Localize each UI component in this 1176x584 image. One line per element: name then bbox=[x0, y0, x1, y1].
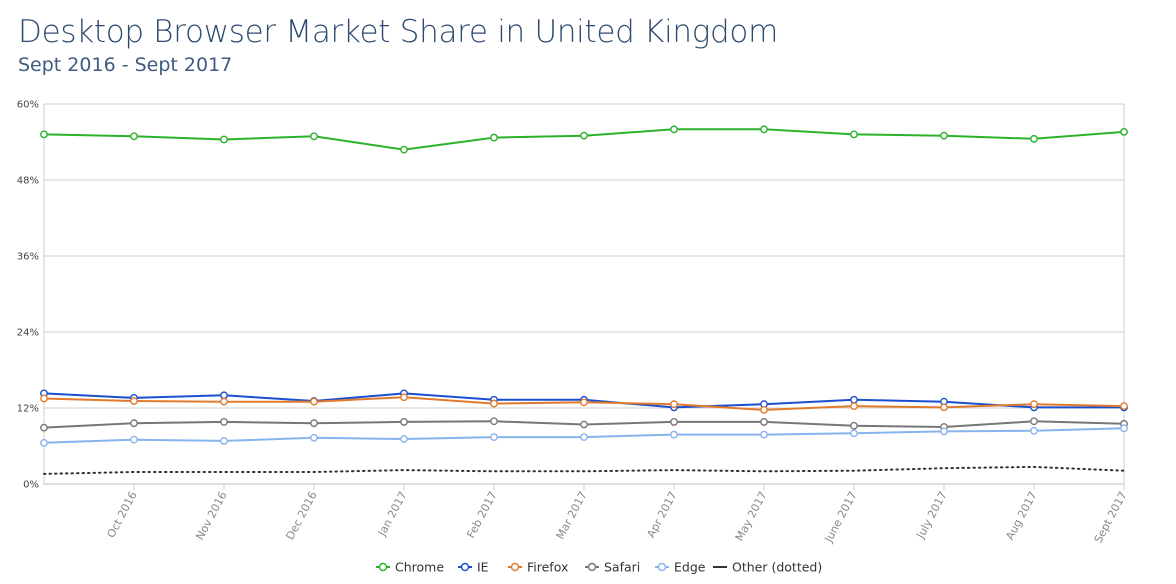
data-point-chrome bbox=[1120, 127, 1128, 136]
legend-item-safari[interactable]: Safari bbox=[585, 560, 640, 575]
x-tick-label: Nov 2016 bbox=[193, 489, 229, 542]
legend-label: Edge bbox=[674, 560, 706, 575]
legend-item-other-dotted[interactable]: Other (dotted) bbox=[713, 560, 822, 575]
data-point-edge bbox=[1120, 424, 1128, 433]
legend-item-edge[interactable]: Edge bbox=[655, 560, 706, 575]
data-point-firefox bbox=[940, 403, 948, 412]
data-point-safari bbox=[220, 418, 228, 426]
data-point-edge bbox=[40, 438, 48, 447]
x-tick-label: Feb 2017 bbox=[464, 489, 499, 540]
legend-marker bbox=[510, 562, 520, 572]
data-point-safari bbox=[40, 423, 48, 432]
x-tick-label: Aug 2017 bbox=[1003, 489, 1039, 542]
data-point-safari bbox=[1030, 417, 1038, 426]
y-tick-label: 48% bbox=[17, 176, 39, 187]
data-point-chrome bbox=[850, 130, 858, 139]
legend-item-firefox[interactable]: Firefox bbox=[508, 560, 568, 575]
data-point-safari bbox=[400, 418, 408, 426]
data-point-chrome bbox=[580, 131, 588, 140]
y-tick-label: 36% bbox=[17, 252, 39, 263]
legend-item-chrome[interactable]: Chrome bbox=[376, 560, 444, 575]
data-point-chrome bbox=[130, 132, 138, 141]
data-point-safari bbox=[850, 421, 858, 430]
grid bbox=[43, 103, 1125, 490]
data-point-edge bbox=[580, 433, 588, 442]
y-tick-label: 12% bbox=[17, 404, 39, 415]
x-tick-label: Mar 2017 bbox=[554, 489, 590, 541]
legend: Chrome IE Firefox Safari Edge Other (dotted) bbox=[376, 560, 822, 575]
data-point-ie bbox=[850, 395, 858, 404]
legend-label: Chrome bbox=[395, 560, 444, 575]
data-point-chrome bbox=[40, 130, 48, 139]
data-point-firefox bbox=[670, 400, 678, 409]
chart-subtitle: Sept 2016 - Sept 2017 bbox=[18, 54, 233, 76]
data-point-edge bbox=[490, 433, 498, 442]
y-axis-ticks: 0% 12% 24% 36% 48% 60% bbox=[17, 100, 39, 491]
legend-marker bbox=[657, 562, 667, 572]
series-points bbox=[40, 125, 1128, 447]
data-point-edge bbox=[850, 429, 858, 438]
legend-marker bbox=[587, 562, 597, 572]
data-point-firefox bbox=[1120, 402, 1128, 410]
legend-item-ie[interactable]: IE bbox=[458, 560, 489, 575]
x-tick-label: July 2017 bbox=[914, 489, 950, 541]
data-point-firefox bbox=[310, 397, 318, 406]
legend-marker bbox=[460, 562, 470, 572]
data-point-edge bbox=[670, 430, 678, 439]
legend-label: Firefox bbox=[527, 560, 568, 575]
data-point-chrome bbox=[310, 132, 318, 141]
x-tick-label: Sept 2017 bbox=[1092, 489, 1130, 545]
data-point-firefox bbox=[400, 393, 408, 402]
data-point-firefox bbox=[130, 397, 138, 405]
data-point-safari bbox=[580, 420, 588, 429]
data-point-ie bbox=[220, 391, 228, 400]
data-point-edge bbox=[760, 430, 768, 439]
x-axis-ticks: Oct 2016 Nov 2016 Dec 2016 Jan 2017 Feb 2017… bbox=[104, 489, 1129, 545]
legend-label: Safari bbox=[604, 560, 640, 575]
data-point-edge bbox=[310, 433, 318, 442]
data-point-firefox bbox=[760, 405, 768, 414]
y-tick-label: 0% bbox=[23, 480, 39, 491]
data-point-firefox bbox=[1030, 400, 1038, 409]
legend-label: IE bbox=[477, 560, 489, 575]
legend-label: Other (dotted) bbox=[732, 560, 822, 575]
data-point-chrome bbox=[1030, 134, 1038, 143]
data-point-firefox bbox=[220, 397, 228, 406]
data-point-safari bbox=[310, 419, 318, 428]
data-point-edge bbox=[130, 435, 138, 444]
series-line-other-dotted bbox=[43, 465, 1125, 475]
data-point-firefox bbox=[580, 398, 588, 407]
data-point-chrome bbox=[760, 125, 768, 134]
data-point-edge bbox=[1030, 426, 1038, 435]
data-point-edge bbox=[400, 435, 408, 443]
data-point-edge bbox=[940, 427, 948, 436]
data-point-firefox bbox=[850, 402, 858, 410]
legend-marker bbox=[378, 562, 388, 572]
x-tick-label: Oct 2016 bbox=[104, 489, 139, 540]
data-point-firefox bbox=[490, 399, 498, 408]
data-point-chrome bbox=[670, 125, 678, 134]
data-point-chrome bbox=[940, 131, 948, 140]
x-tick-label: May 2017 bbox=[733, 489, 770, 543]
data-point-safari bbox=[760, 418, 768, 426]
x-tick-label: Apr 2017 bbox=[644, 489, 679, 540]
data-point-safari bbox=[670, 418, 678, 426]
x-tick-label: Jan 2017 bbox=[375, 489, 410, 539]
data-point-safari bbox=[130, 419, 138, 428]
y-tick-label: 60% bbox=[17, 100, 39, 111]
x-tick-label: Dec 2016 bbox=[283, 489, 319, 542]
data-point-chrome bbox=[220, 135, 228, 144]
x-tick-label: June 2017 bbox=[822, 489, 860, 545]
data-point-chrome bbox=[490, 133, 498, 142]
chart-title: Desktop Browser Market Share in United K… bbox=[18, 14, 778, 50]
data-point-chrome bbox=[400, 145, 408, 154]
data-point-firefox bbox=[40, 394, 48, 403]
y-tick-label: 24% bbox=[17, 328, 39, 339]
data-point-safari bbox=[490, 417, 498, 426]
data-point-edge bbox=[220, 437, 228, 445]
